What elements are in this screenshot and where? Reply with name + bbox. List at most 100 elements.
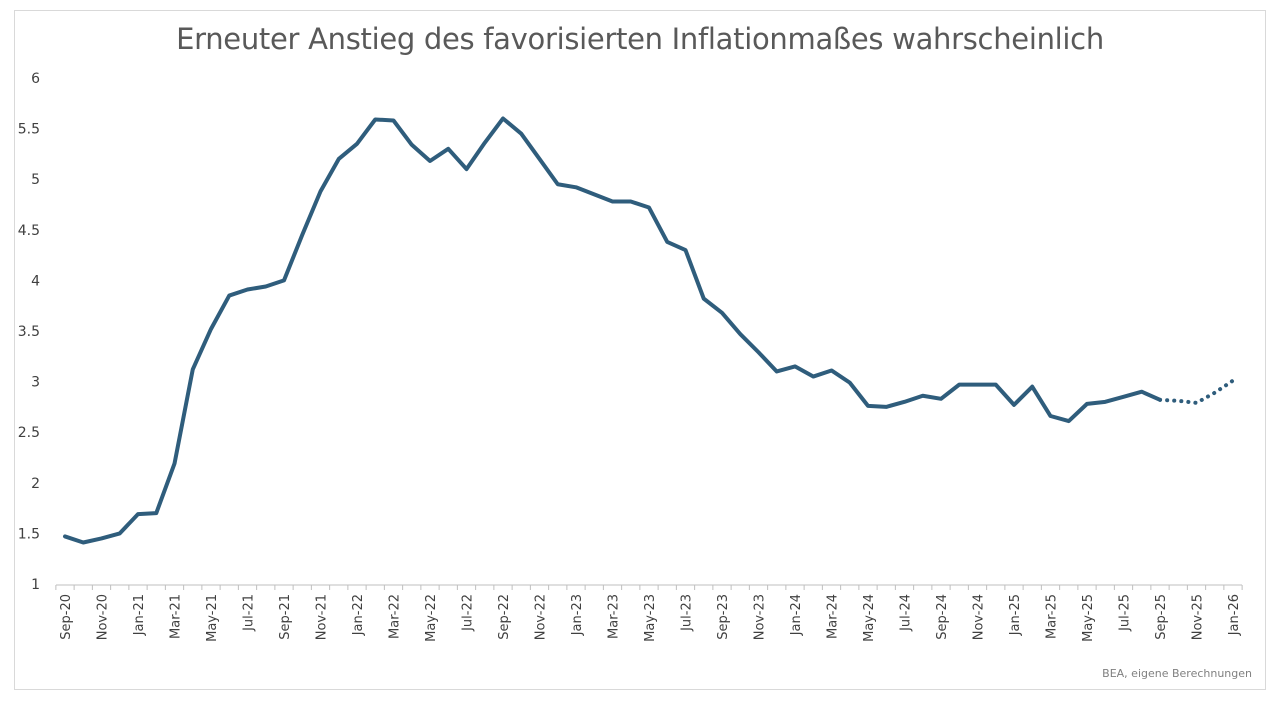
data-point: [300, 233, 304, 237]
x-tick-label: Sep-22: [497, 594, 512, 640]
data-point: [428, 159, 432, 163]
data-point: [501, 116, 505, 120]
x-tick-label: Mar-23: [607, 594, 622, 639]
x-tick-label: Jul-24: [899, 594, 914, 632]
data-point: [903, 400, 907, 404]
chart-title: Erneuter Anstieg des favorisierten Infla…: [176, 22, 1104, 56]
data-point: [830, 368, 834, 372]
data-point: [319, 189, 323, 193]
forecast-line: [1158, 378, 1235, 405]
y-tick-label: 2.5: [18, 425, 40, 441]
x-tick-label: May-24: [862, 594, 877, 642]
y-tick-label: 3: [31, 375, 40, 391]
data-point: [592, 192, 596, 196]
x-tick-label: Sep-21: [278, 594, 293, 640]
data-point: [1067, 419, 1071, 423]
y-tick-label: 2: [31, 476, 40, 492]
data-point: [939, 397, 943, 401]
data-point: [1140, 390, 1144, 394]
data-point: [519, 132, 523, 136]
x-tick-label: May-23: [643, 594, 658, 642]
y-tick-label: 6: [31, 71, 40, 87]
data-point: [921, 394, 925, 398]
data-point: [775, 369, 779, 373]
data-point: [136, 512, 140, 516]
data-point: [483, 141, 487, 145]
data-point: [757, 350, 761, 354]
x-tick-label: Jan-22: [351, 594, 366, 636]
x-tick-label: May-25: [1081, 594, 1096, 642]
data-point: [63, 534, 67, 538]
data-point: [1085, 402, 1089, 406]
x-tick-label: Mar-24: [826, 594, 841, 639]
data-point: [446, 147, 450, 151]
data-point: [665, 240, 669, 244]
data-point: [1213, 391, 1217, 395]
data-point: [611, 199, 615, 203]
x-tick-label: Jan-21: [132, 594, 147, 636]
x-tick-label: Sep-25: [1154, 594, 1169, 640]
x-tick-label: Nov-22: [534, 594, 549, 640]
data-point: [1030, 385, 1034, 389]
data-point: [738, 332, 742, 336]
data-point: [373, 117, 377, 121]
data-point: [702, 297, 706, 301]
y-tick-label: 1: [31, 577, 40, 593]
x-tick-label: May-22: [424, 594, 439, 642]
data-point: [173, 462, 177, 466]
data-point: [1195, 401, 1199, 405]
data-point: [209, 327, 213, 331]
y-tick-label: 4: [31, 273, 40, 289]
data-point: [574, 185, 578, 189]
x-tick-label: Nov-23: [753, 594, 768, 640]
data-point: [1103, 400, 1107, 404]
y-tick-label: 3.5: [18, 324, 40, 340]
data-point: [647, 206, 651, 210]
x-tick-label: Nov-24: [972, 594, 987, 640]
data-point: [410, 143, 414, 147]
data-point: [337, 157, 341, 161]
x-tick-label: Mar-22: [388, 594, 403, 639]
data-point: [392, 119, 396, 123]
data-point: [793, 364, 797, 368]
data-point: [1231, 379, 1235, 383]
x-tick-label: Jan-25: [1008, 594, 1023, 636]
x-tick-label: Jan-24: [789, 594, 804, 636]
x-tick-label: Sep-20: [59, 594, 74, 640]
x-tick-label: Mar-25: [1045, 594, 1060, 639]
y-tick-label: 4.5: [18, 223, 40, 239]
x-tick-label: Nov-25: [1191, 594, 1206, 640]
data-point: [538, 157, 542, 161]
x-tick-label: Mar-21: [169, 594, 184, 639]
x-tick-label: Jul-23: [680, 594, 695, 632]
data-point: [556, 182, 560, 186]
data-point: [227, 294, 231, 298]
x-tick-label: Sep-23: [716, 594, 731, 640]
data-point: [264, 284, 268, 288]
y-tick-label: 5.5: [18, 122, 40, 138]
x-axis-labels: Sep-20 Nov-20 Jan-21 Mar-21 May-21 Jul-21 Sep-…: [59, 594, 1242, 642]
data-point: [1122, 395, 1126, 399]
data-point: [994, 383, 998, 387]
data-point: [355, 142, 359, 146]
x-tick-label: Jan-23: [570, 594, 585, 636]
x-tick-label: Jan-26: [1227, 594, 1242, 636]
data-point: [1176, 399, 1180, 403]
y-tick-label: 5: [31, 172, 40, 188]
inflation-line: [63, 116, 1162, 545]
x-tick-label: Jul-22: [461, 594, 476, 632]
data-point: [1012, 403, 1016, 407]
data-point: [811, 375, 815, 379]
x-tick-label: Nov-20: [96, 594, 111, 640]
data-point: [629, 199, 633, 203]
data-point: [848, 381, 852, 385]
x-tick-label: May-21: [205, 594, 220, 642]
data-point: [282, 278, 286, 282]
y-axis: 1 1.5 2 2.5 3 3.5 4 4.5 5 5.5 6: [18, 71, 40, 593]
data-point: [465, 167, 469, 171]
data-point: [81, 541, 85, 545]
data-point: [1158, 398, 1162, 402]
data-point: [191, 367, 195, 371]
data-point: [684, 248, 688, 252]
x-tick-label: Nov-21: [315, 594, 330, 640]
